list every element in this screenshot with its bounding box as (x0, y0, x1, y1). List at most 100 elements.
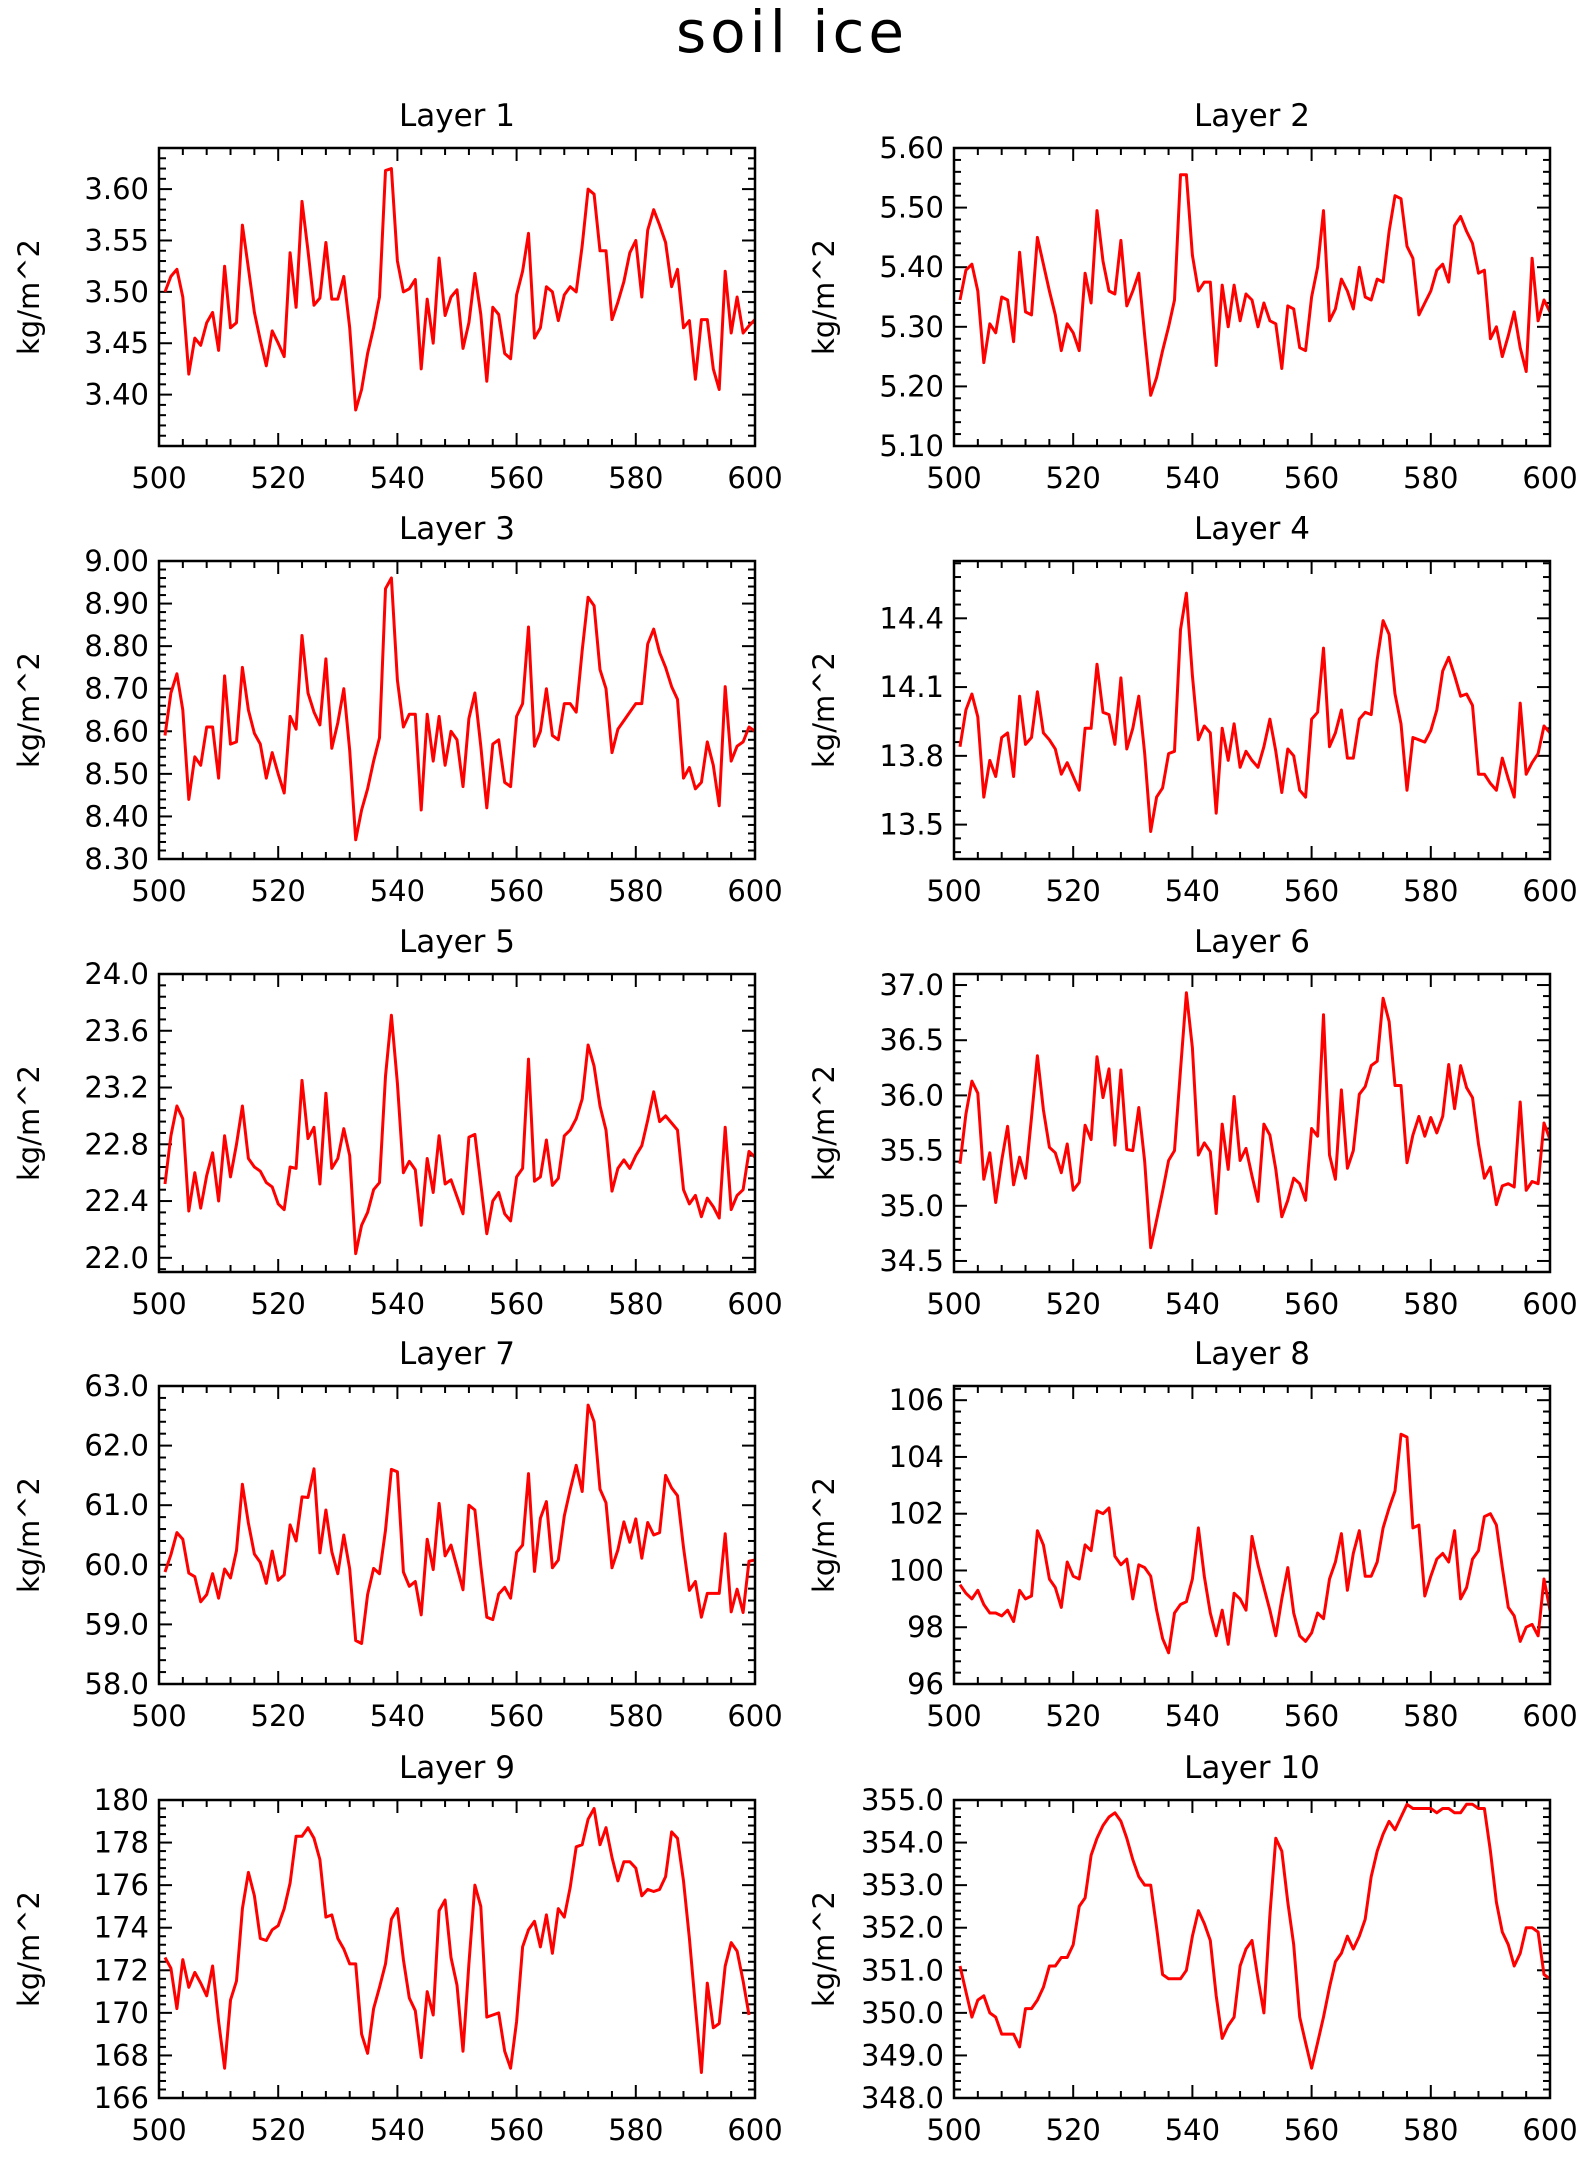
y-tick-label: 3.45 (84, 326, 149, 360)
y-tick-label: 60.0 (84, 1548, 149, 1582)
x-tick-label: 500 (926, 874, 981, 908)
plot-frame (952, 146, 1552, 448)
plot-frame (157, 559, 757, 861)
y-tick-label: 5.10 (879, 429, 944, 463)
y-tick-label: 13.5 (879, 808, 944, 842)
series-line (958, 173, 1550, 397)
x-tick-label: 580 (1403, 461, 1458, 495)
panel-title: Layer 5 (399, 924, 515, 960)
panel-title: Layer 2 (1194, 98, 1310, 134)
x-tick-label: 540 (1165, 1699, 1220, 1733)
plot-frame (157, 972, 757, 1274)
plot-frame (952, 972, 1552, 1274)
panel-10: Layer 10 kg/m^2 500 520 540 560 580 600 348.0 349… (807, 1750, 1578, 2147)
panel-title: Layer 1 (399, 98, 515, 134)
y-tick-label: 350.0 (861, 1996, 944, 2030)
y-tick-label: 22.8 (84, 1127, 149, 1161)
panel-title: Layer 8 (1194, 1336, 1310, 1372)
x-tick-label: 560 (489, 461, 544, 495)
y-tick-label: 174 (94, 1911, 149, 1945)
y-axis-label: kg/m^2 (12, 1065, 46, 1181)
panel-7: Layer 7 kg/m^2 500 520 540 560 580 600 58.0 59.0 6… (12, 1336, 783, 1733)
y-tick-label: 8.40 (84, 799, 149, 833)
series-line (163, 1403, 755, 1645)
x-tick-label: 600 (727, 1287, 782, 1321)
y-tick-label: 61.0 (84, 1488, 149, 1522)
series-line (958, 991, 1550, 1250)
x-tick-label: 580 (1403, 874, 1458, 908)
y-tick-label: 170 (94, 1996, 149, 2030)
x-tick-label: 500 (131, 1287, 186, 1321)
x-tick-label: 600 (727, 2113, 782, 2147)
x-tick-label: 580 (608, 2113, 663, 2147)
y-tick-label: 8.60 (84, 714, 149, 748)
x-tick-label: 560 (489, 1699, 544, 1733)
x-tick-label: 520 (1046, 461, 1101, 495)
y-tick-label: 172 (94, 1953, 149, 1987)
panel-1: Layer 1 kg/m^2 500 520 540 560 580 600 3.40 3.45 3… (12, 98, 783, 495)
x-tick-label: 560 (489, 1287, 544, 1321)
y-tick-label: 166 (94, 2081, 149, 2115)
y-axis-label: kg/m^2 (12, 1891, 46, 2007)
panel-title: Layer 9 (399, 1750, 515, 1786)
y-tick-label: 351.0 (861, 1953, 944, 1987)
x-tick-label: 540 (1165, 874, 1220, 908)
x-tick-label: 520 (251, 874, 306, 908)
y-tick-label: 106 (889, 1383, 944, 1417)
y-axis-label: kg/m^2 (807, 239, 841, 355)
y-tick-label: 5.50 (879, 191, 944, 225)
y-tick-label: 352.0 (861, 1911, 944, 1945)
x-tick-label: 560 (1284, 1287, 1339, 1321)
y-tick-label: 5.60 (879, 131, 944, 165)
y-tick-label: 9.00 (84, 544, 149, 578)
x-tick-label: 520 (1046, 1287, 1101, 1321)
x-tick-label: 500 (926, 1699, 981, 1733)
series-line (163, 167, 755, 412)
y-tick-label: 37.0 (879, 968, 944, 1002)
series-line (958, 591, 1550, 833)
x-tick-label: 540 (370, 1699, 425, 1733)
y-tick-label: 14.4 (879, 601, 944, 635)
y-tick-label: 5.40 (879, 250, 944, 284)
x-tick-label: 580 (1403, 1287, 1458, 1321)
x-tick-label: 520 (1046, 1699, 1101, 1733)
y-tick-label: 8.90 (84, 587, 149, 621)
y-axis-label: kg/m^2 (807, 1477, 841, 1593)
y-axis-label: kg/m^2 (807, 1891, 841, 2007)
plot-frame (157, 1384, 757, 1686)
x-tick-label: 520 (251, 1699, 306, 1733)
y-tick-label: 355.0 (861, 1783, 944, 1817)
x-tick-label: 520 (251, 461, 306, 495)
x-tick-label: 540 (370, 2113, 425, 2147)
plot-frame (157, 146, 757, 448)
y-tick-label: 59.0 (84, 1607, 149, 1641)
x-tick-label: 540 (370, 1287, 425, 1321)
x-tick-label: 600 (1522, 1699, 1577, 1733)
y-tick-label: 178 (94, 1826, 149, 1860)
series-line (163, 1807, 751, 2074)
y-tick-label: 14.1 (879, 670, 944, 704)
x-tick-label: 500 (926, 1287, 981, 1321)
x-tick-label: 580 (608, 461, 663, 495)
y-tick-label: 24.0 (84, 957, 149, 991)
plot-frame (952, 1384, 1552, 1686)
y-tick-label: 3.60 (84, 172, 149, 206)
panel-3: Layer 3 kg/m^2 500 520 540 560 580 600 8.30 8.40 8… (12, 511, 783, 908)
panel-title: Layer 4 (1194, 511, 1310, 547)
y-tick-label: 176 (94, 1868, 149, 1902)
y-tick-label: 36.0 (879, 1078, 944, 1112)
y-axis-label: kg/m^2 (12, 652, 46, 768)
y-tick-label: 349.0 (861, 2038, 944, 2072)
y-tick-label: 3.50 (84, 275, 149, 309)
x-tick-label: 600 (727, 461, 782, 495)
y-tick-label: 8.80 (84, 629, 149, 663)
y-tick-label: 5.30 (879, 310, 944, 344)
x-tick-label: 500 (926, 2113, 981, 2147)
plot-frame (952, 1798, 1552, 2100)
y-tick-label: 22.0 (84, 1241, 149, 1275)
y-tick-label: 63.0 (84, 1369, 149, 1403)
panel-6: Layer 6 kg/m^2 500 520 540 560 580 600 34.5 35.0 3… (807, 924, 1578, 1321)
x-tick-label: 580 (1403, 1699, 1458, 1733)
plot-frame (157, 1798, 757, 2100)
